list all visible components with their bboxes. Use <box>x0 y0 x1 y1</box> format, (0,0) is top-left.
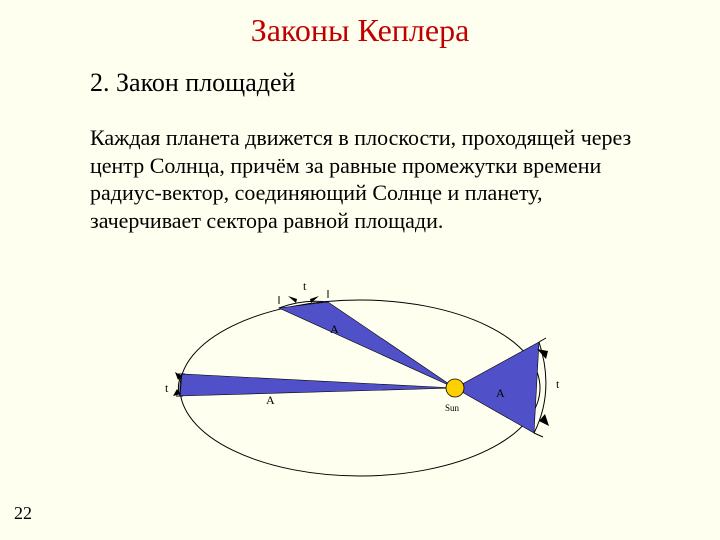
kepler-diagram: Sun A A At t t <box>155 276 565 496</box>
svg-text:t: t <box>165 381 169 395</box>
page-subtitle: 2. Закон площадей <box>90 68 295 98</box>
svg-text:A: A <box>496 386 505 400</box>
svg-text:t: t <box>556 377 560 391</box>
svg-text:A: A <box>266 393 275 407</box>
svg-text:A: A <box>330 322 339 336</box>
body-text: Каждая планета движется в плоскости, про… <box>90 124 650 234</box>
page-title: Законы Кеплера <box>0 12 720 49</box>
svg-text:Sun: Sun <box>445 403 460 413</box>
diagram-svg: Sun A A At t t <box>155 276 565 496</box>
page-number: 22 <box>14 503 32 524</box>
svg-text:t: t <box>303 279 307 293</box>
